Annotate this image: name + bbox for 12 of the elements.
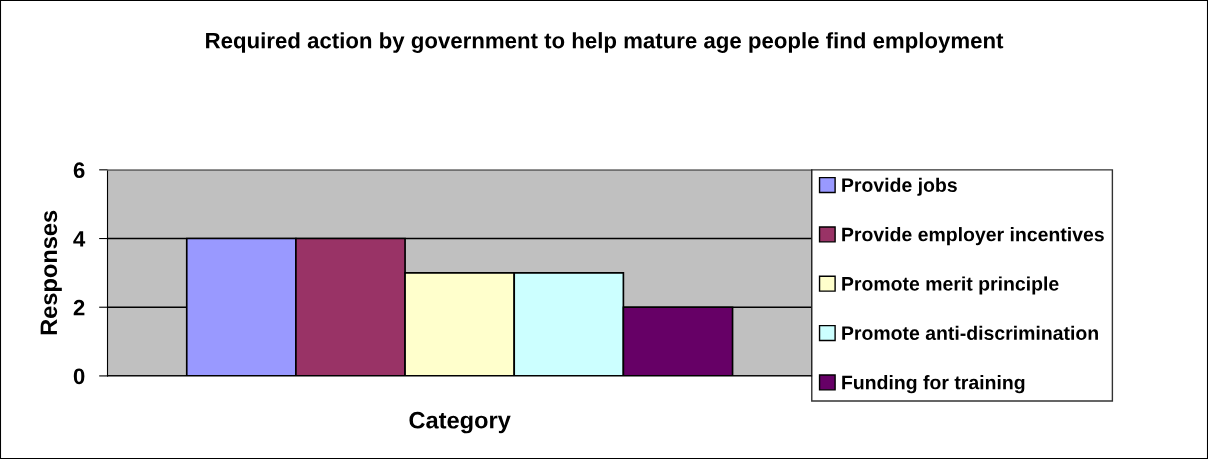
legend-label: Provide employer incentives (842, 227, 1104, 246)
chart-title: Required action by government to help mature age people find employment (206, 32, 1004, 53)
x-axis-title: Category (409, 411, 511, 434)
y-tick-label: 0 (73, 368, 85, 385)
y-tick-label: 6 (73, 162, 85, 179)
y-tick-label: 2 (73, 299, 85, 316)
legend-label: Promote merit principle (842, 276, 1059, 295)
legend-label: Promote anti-discrimination (842, 325, 1098, 341)
y-tick-label: 4 (73, 231, 86, 247)
y-axis-title: Responses (40, 210, 62, 335)
legend-label: Funding for training (842, 375, 1025, 394)
legend-label: Provide jobs (842, 177, 957, 196)
